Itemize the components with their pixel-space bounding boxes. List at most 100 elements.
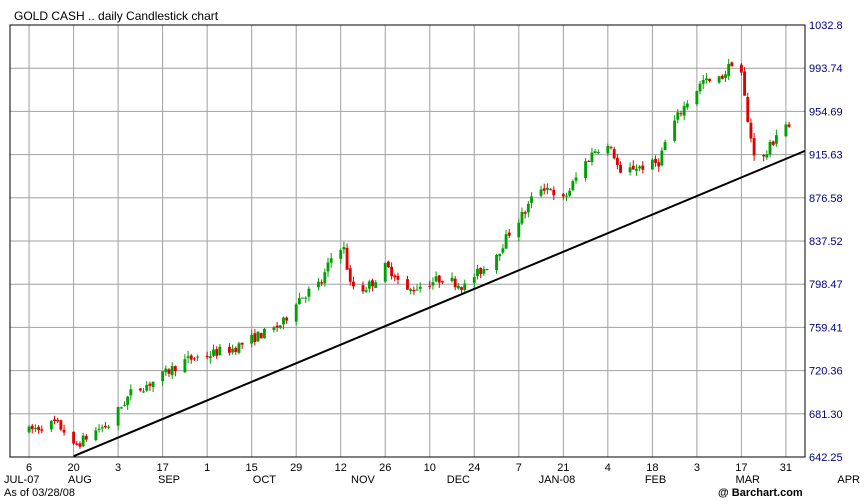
candle xyxy=(383,262,387,283)
x-tick-label: 4 xyxy=(605,462,611,474)
candle-body xyxy=(749,122,753,139)
candle-body xyxy=(196,356,200,358)
candle-body xyxy=(81,435,85,447)
candle xyxy=(596,149,600,155)
y-tick-label: 993.74 xyxy=(809,63,843,75)
candle-body xyxy=(329,258,333,263)
candle-body xyxy=(62,429,66,433)
x-tick-label: 20 xyxy=(67,462,79,474)
y-tick-label: 681.30 xyxy=(809,409,843,421)
candle xyxy=(227,343,231,356)
candle xyxy=(84,433,88,442)
candle-body xyxy=(704,78,708,81)
candle xyxy=(615,153,619,170)
candle-body xyxy=(208,356,212,359)
candle xyxy=(472,273,476,289)
candle xyxy=(282,316,285,330)
month-labels: JUL-07 AUG SEP OCT NOV DEC JAN-08 FEB MAR APR xyxy=(4,474,860,486)
candle-body xyxy=(708,78,712,82)
candle xyxy=(752,132,756,161)
candle xyxy=(441,280,444,284)
candle-body xyxy=(768,141,772,155)
candle xyxy=(415,284,419,291)
candle xyxy=(119,406,123,409)
candle xyxy=(138,388,142,392)
candle xyxy=(724,70,727,83)
candle xyxy=(100,424,104,433)
month-label: NOV xyxy=(351,474,376,486)
y-tick-label: 642.25 xyxy=(809,452,843,464)
candle-body xyxy=(212,349,215,356)
candle xyxy=(628,162,632,176)
candle-body xyxy=(574,177,578,181)
candle xyxy=(307,286,311,302)
x-tick-label: 18 xyxy=(646,462,658,474)
candle-body xyxy=(148,383,152,386)
candle xyxy=(301,297,304,299)
candle xyxy=(606,143,610,156)
candle-body xyxy=(495,255,498,271)
candle-body xyxy=(752,138,756,156)
candle xyxy=(367,279,371,293)
month-label: FEB xyxy=(645,474,666,486)
candle xyxy=(612,146,616,160)
candle xyxy=(342,241,346,254)
candle xyxy=(285,316,289,324)
candle xyxy=(428,280,432,290)
candle xyxy=(49,420,53,433)
candle-body xyxy=(571,181,575,191)
candle xyxy=(275,321,279,332)
candle xyxy=(460,286,463,294)
candle-body xyxy=(164,368,168,373)
candle xyxy=(768,139,772,158)
candle-body xyxy=(253,333,257,342)
candle-body xyxy=(615,157,619,166)
candle-body xyxy=(635,169,638,171)
y-tick-label: 876.58 xyxy=(809,193,843,205)
candle-body xyxy=(78,443,82,447)
candle xyxy=(679,110,683,117)
candle-body xyxy=(364,290,368,292)
candle xyxy=(635,164,638,176)
candle xyxy=(320,279,324,287)
candle-body xyxy=(100,427,104,429)
candle-body xyxy=(730,62,734,67)
candle-body xyxy=(275,325,279,328)
y-tick-label: 759.41 xyxy=(809,322,843,334)
candle xyxy=(574,172,578,184)
x-tick-label: 7 xyxy=(516,462,522,474)
as-of-label: As of 03/28/08 xyxy=(4,487,75,499)
candle-body xyxy=(501,248,505,253)
candle-body xyxy=(650,159,654,170)
candle xyxy=(523,210,527,219)
candle xyxy=(565,192,568,201)
x-tick-label: 12 xyxy=(335,462,347,474)
candle xyxy=(329,253,333,269)
candle xyxy=(27,424,31,434)
candle xyxy=(685,100,689,110)
candle-body xyxy=(173,366,177,372)
month-label: MAR xyxy=(736,474,761,486)
candle xyxy=(704,73,708,84)
candle-body xyxy=(434,276,438,282)
candle-body xyxy=(673,120,677,141)
candle-body xyxy=(345,247,349,270)
candle xyxy=(708,78,712,83)
y-axis-labels: 642.25 681.30 720.36 759.41 798.47 837.52 876.… xyxy=(809,20,843,464)
candle-body xyxy=(698,83,702,92)
candle xyxy=(103,421,107,429)
candle xyxy=(145,381,149,392)
candle-body xyxy=(418,286,422,289)
candle xyxy=(164,365,168,377)
candle xyxy=(237,341,241,355)
candle-body xyxy=(765,154,769,158)
candle-body xyxy=(361,285,365,292)
candle-body xyxy=(272,327,276,330)
candle xyxy=(148,381,152,391)
candle xyxy=(539,185,543,198)
candle-body xyxy=(460,287,463,290)
candle xyxy=(568,187,572,197)
candle-body xyxy=(326,262,330,272)
candle-body xyxy=(97,428,101,430)
candle xyxy=(72,431,76,446)
